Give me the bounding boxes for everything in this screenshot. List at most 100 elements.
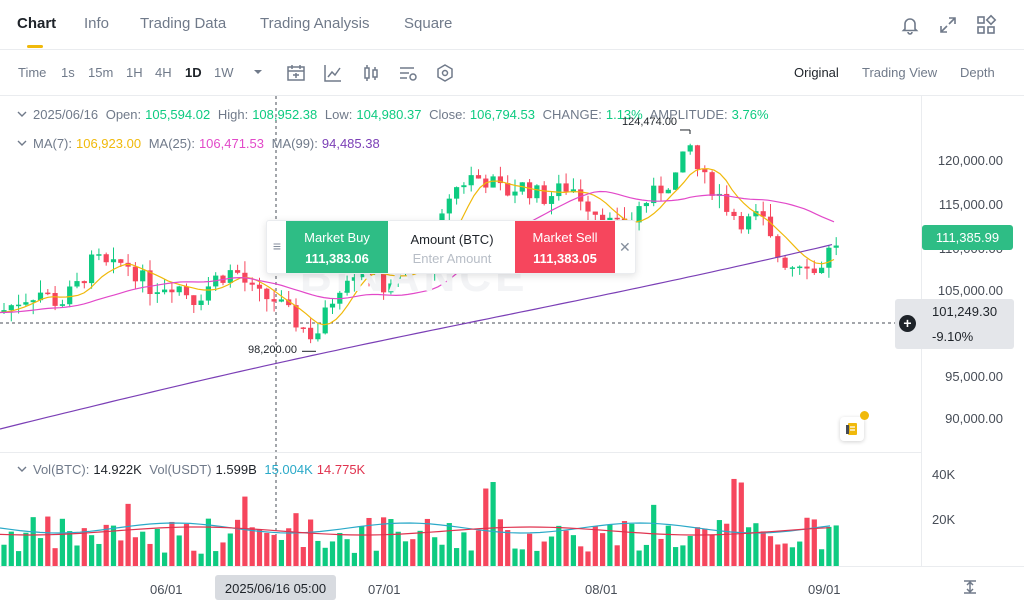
collapse-chevron-icon[interactable] xyxy=(17,109,27,119)
volume-info: Vol(BTC): 14.922K Vol(USDT) 1.599B 15.004K… xyxy=(17,462,369,477)
layout-grid-icon[interactable] xyxy=(974,13,998,37)
interval-1w[interactable]: 1W xyxy=(214,65,234,80)
crosshair-date-tag: 2025/06/16 05:00 xyxy=(215,575,336,600)
volume-bar xyxy=(629,523,635,566)
volume-bar xyxy=(249,527,255,566)
candle-body xyxy=(154,292,160,295)
chart-settings-icon[interactable] xyxy=(397,62,419,84)
scale-toggle-icon[interactable] xyxy=(960,577,980,597)
notes-button[interactable] xyxy=(840,417,864,441)
volume-bar xyxy=(461,532,467,566)
volume-bar xyxy=(512,548,518,566)
candle-body xyxy=(81,281,87,284)
volume-bar xyxy=(782,543,788,566)
collapse-chevron-icon[interactable] xyxy=(17,138,27,148)
volume-bar xyxy=(256,529,263,566)
view-trading-view[interactable]: Trading View xyxy=(862,65,938,80)
collapse-chevron-icon[interactable] xyxy=(17,464,27,474)
view-original[interactable]: Original xyxy=(794,65,839,80)
view-depth[interactable]: Depth xyxy=(960,65,995,80)
close-icon[interactable]: ✕ xyxy=(619,239,631,255)
price-tick: 105,000.00 xyxy=(937,283,1003,298)
indicator-icon[interactable] xyxy=(322,62,344,84)
price-tick: 115,000.00 xyxy=(938,197,1003,212)
candle-body xyxy=(235,270,241,273)
volume-bar xyxy=(651,504,657,566)
volume-bar xyxy=(395,531,401,566)
volume-bar xyxy=(424,518,430,566)
add-order-button[interactable]: + xyxy=(899,315,916,332)
volume-bar xyxy=(614,545,620,566)
amount-input[interactable] xyxy=(402,251,502,266)
depth-settings-icon[interactable] xyxy=(434,62,456,84)
chevron-down-icon[interactable] xyxy=(250,64,266,80)
candle-body xyxy=(665,189,671,194)
vol-btc-value: 14.922K xyxy=(93,462,142,477)
volume-bar xyxy=(242,496,248,566)
volume-bar xyxy=(176,535,182,566)
active-tab-indicator xyxy=(27,45,43,48)
interval-4h[interactable]: 4H xyxy=(155,65,172,80)
bell-icon[interactable] xyxy=(898,13,922,37)
tab-info[interactable]: Info xyxy=(84,15,110,32)
interval-1s[interactable]: 1s xyxy=(61,65,75,80)
candle-body xyxy=(673,172,679,190)
volume-bar xyxy=(592,526,598,566)
ma7-value: 106,923.00 xyxy=(76,136,142,151)
date-tick: 06/01 xyxy=(150,582,183,597)
drag-handle-icon[interactable]: ≡ xyxy=(272,238,282,254)
interval-1h[interactable]: 1H xyxy=(126,65,143,80)
volume-bar xyxy=(227,533,233,566)
volume-bar xyxy=(483,488,489,566)
tab-trading-analysis[interactable]: Trading Analysis xyxy=(260,15,370,32)
candle-body xyxy=(680,151,686,173)
calendar-icon[interactable] xyxy=(285,62,307,84)
candle-body xyxy=(775,236,781,258)
volume-bar xyxy=(315,540,321,566)
candle-body xyxy=(176,286,182,293)
volume-bar xyxy=(264,532,270,566)
market-buy-price: 111,383.06 xyxy=(305,251,369,266)
interval-1d[interactable]: 1D xyxy=(185,65,202,80)
volume-bar xyxy=(45,516,51,566)
market-sell-button[interactable]: Market Sell 111,383.05 xyxy=(515,221,615,273)
fullscreen-icon[interactable] xyxy=(936,13,960,37)
candle-body xyxy=(169,289,175,293)
volume-bar xyxy=(147,543,153,566)
volume-bar xyxy=(278,539,284,566)
volume-bar xyxy=(154,528,160,566)
vol-usdt-label: Vol(USDT) xyxy=(149,462,212,477)
price-chart[interactable] xyxy=(0,96,921,566)
tab-trading-data[interactable]: Trading Data xyxy=(140,15,227,32)
open-value: 105,594.02 xyxy=(145,107,211,122)
volume-bar xyxy=(118,540,124,566)
interval-time[interactable]: Time xyxy=(18,65,47,80)
candle-body xyxy=(329,303,336,308)
candle-body xyxy=(767,216,774,237)
candle-body xyxy=(651,185,657,204)
candle-type-icon[interactable] xyxy=(360,62,382,84)
candle-body xyxy=(490,176,496,188)
tab-chart[interactable]: Chart xyxy=(17,15,57,32)
volume-bar xyxy=(329,541,336,566)
candle-body xyxy=(37,292,44,301)
ma25-label: MA(25): xyxy=(148,136,195,151)
volume-bar xyxy=(709,534,715,566)
amplitude-label: AMPLITUDE: xyxy=(649,107,728,122)
candle-body xyxy=(819,267,825,274)
volume-bar xyxy=(702,528,708,566)
candle-body xyxy=(249,282,255,285)
volume-bar xyxy=(89,535,95,566)
market-buy-button[interactable]: Market Buy 111,383.06 xyxy=(286,221,388,273)
ohlc-info: 2025/06/16 Open: 105,594.02 High: 108,952.… xyxy=(17,107,773,122)
volume-bar xyxy=(731,478,737,566)
volume-bar xyxy=(81,528,87,566)
candle-body xyxy=(731,211,737,216)
candle-body xyxy=(527,182,533,199)
volume-bar xyxy=(570,535,576,566)
vol-ma-b: 14.775K xyxy=(316,462,366,477)
interval-15m[interactable]: 15m xyxy=(88,65,114,80)
volume-bar xyxy=(286,528,292,566)
volume-bar xyxy=(67,531,73,566)
tab-square[interactable]: Square xyxy=(404,15,453,32)
